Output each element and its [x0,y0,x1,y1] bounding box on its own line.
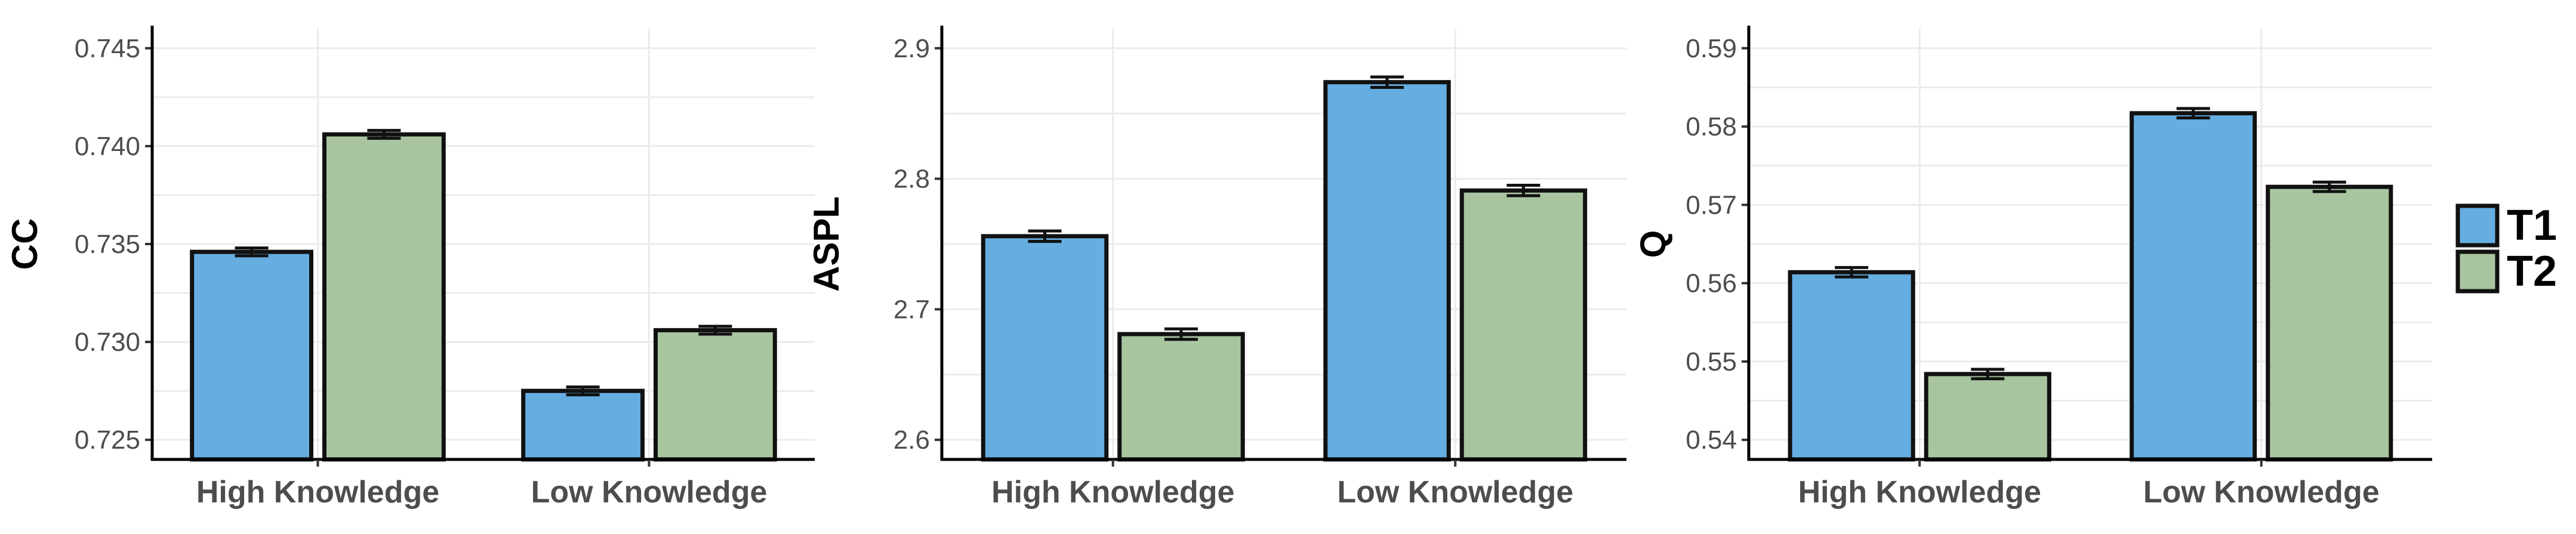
y-tick-label: 0.58 [1686,112,1737,141]
y-tick-label: 0.54 [1686,425,1737,455]
bar-t2-high-knowledge [1924,372,2051,462]
legend-item-t1: T1 [2455,202,2557,249]
y-tick-label: 0.745 [75,34,140,63]
bar-t1-low-knowledge [521,388,645,462]
bar-t2-low-knowledge [1459,188,1588,462]
y-tick-label: 0.57 [1686,190,1737,220]
error-bar [2176,107,2210,120]
y-tick-label: 0.725 [75,425,140,455]
y-axis-title: ASPL [806,196,846,292]
error-bar [1164,327,1198,341]
legend-label: T1 [2507,202,2557,249]
error-bar [1971,368,2005,381]
error-bar [235,246,269,258]
y-tick-label: 0.55 [1686,347,1737,376]
y-tick-label: 0.59 [1686,34,1737,63]
legend-swatch [2455,249,2500,294]
x-tick-label: High Knowledge [1798,475,2041,510]
error-bar [566,385,600,397]
bar-t2-high-knowledge [322,132,446,462]
y-axis-title: CC [5,218,45,270]
error-bar [1835,266,1869,279]
y-tick-label: 0.56 [1686,269,1737,298]
x-tick-label: Low Knowledge [1337,475,1573,510]
error-bar [1506,184,1540,197]
bar-t2-low-knowledge [654,328,777,462]
legend-item-t2: T2 [2455,248,2557,295]
chart-panels: 0.725 0.730 0.735 0.740 0.745 High Knowledge L… [5,26,2432,510]
legend-swatch [2455,203,2500,248]
y-tick-label: 2.6 [893,425,930,455]
y-tick-label: 0.740 [75,132,140,161]
y-tick-label: 2.7 [893,295,930,324]
x-tick-label: High Knowledge [196,475,439,510]
error-bar [2312,180,2346,193]
bar-t2-low-knowledge [2266,184,2393,462]
y-tick-label: 2.9 [893,34,930,63]
legend-label: T2 [2507,248,2557,295]
y-tick-label: 0.730 [75,328,140,357]
bar-t1-high-knowledge [981,234,1109,462]
bar-t1-low-knowledge [2130,111,2257,462]
bar-t1-low-knowledge [1323,80,1451,462]
chart-panel-q: 0.54 0.55 0.56 0.57 0.58 0.59 High Knowledge Lo… [1633,26,2432,510]
bar-t1-high-knowledge [1788,270,1915,462]
error-bar [367,129,401,140]
x-tick-label: Low Knowledge [531,475,768,510]
y-axis-title: Q [1633,230,1673,258]
bar-t1-high-knowledge [190,249,314,462]
chart-panel-cc: 0.725 0.730 0.735 0.740 0.745 High Knowledge L… [5,26,815,510]
x-tick-label: Low Knowledge [2143,475,2380,510]
error-bar [698,325,732,336]
chart-panel-aspl: 2.6 2.7 2.8 2.9 High Knowledge Low Knowledge A… [806,26,1626,510]
error-bar [1028,229,1062,243]
error-bar [1370,75,1404,89]
bar-t2-high-knowledge [1117,332,1245,462]
x-tick-label: High Knowledge [991,475,1234,510]
y-tick-label: 0.735 [75,230,140,259]
y-tick-label: 2.8 [893,165,930,194]
